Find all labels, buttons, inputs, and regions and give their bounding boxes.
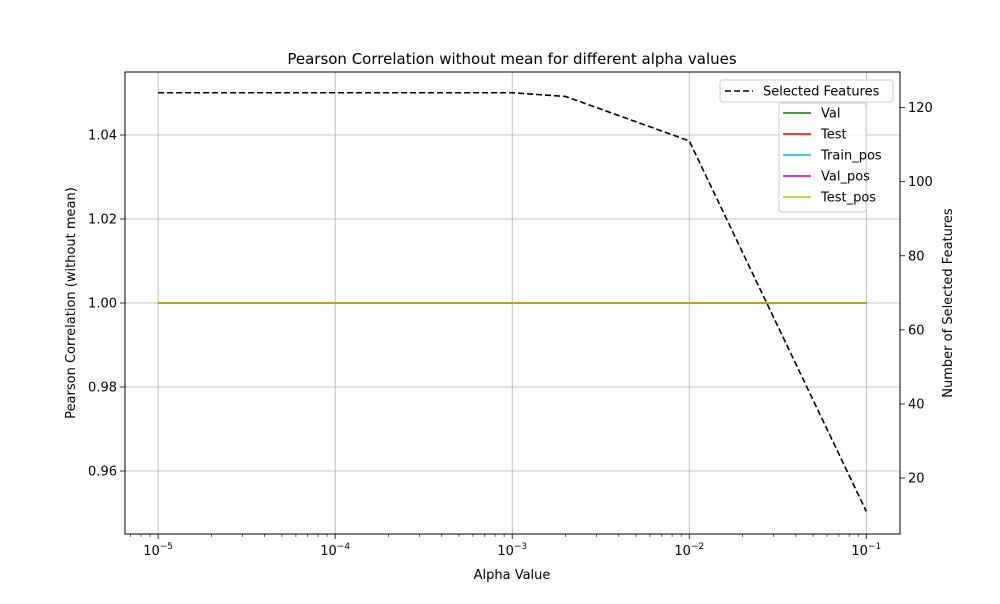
y2-axis-label: Number of Selected Features [941,208,956,398]
y-tick-label: 1.00 [88,297,117,312]
y2-tick-label: 40 [908,397,925,412]
y-tick-label: 0.96 [88,465,117,480]
x-tick-label: 10−1 [851,542,881,559]
y-axis-label: Pearson Correlation (without mean) [64,187,79,419]
x-tick-label: 10−2 [674,542,704,559]
series-lines [158,91,868,512]
x-tick-label: 10−3 [497,542,527,559]
legend-label-train-pos: Train_pos [820,149,882,164]
y2-tick-label: 80 [908,249,925,264]
y-axis-ticks: 0.96 0.98 1.00 1.02 1.04 [88,129,125,480]
legend-label-test: Test [820,128,847,143]
y-tick-label: 1.02 [88,213,117,228]
x-tick-label: 10−5 [143,542,173,559]
legend-box-secondary [778,102,867,213]
legend-label-selected-features: Selected Features [763,85,880,100]
legend: Selected Features Val Test Train_pos Val_pos… [719,79,894,213]
y-tick-label: 0.98 [88,381,117,396]
legend-box-primary [719,79,894,103]
y2-tick-label: 20 [908,472,925,487]
y2-tick-label: 60 [908,323,925,338]
legend-label-test-pos: Test_pos [820,191,876,206]
x-tick-label: 10−4 [320,542,350,559]
legend-label-val: Val [821,107,840,122]
x-axis-label: Alpha Value [474,568,551,583]
y-tick-label: 1.04 [88,129,117,144]
legend-label-val-pos: Val_pos [821,170,870,185]
y2-axis-ticks: 20 40 60 80 100 120 [900,101,933,487]
y2-tick-label: 120 [908,101,933,116]
chart-title: Pearson Correlation without mean for dif… [287,50,736,68]
y2-tick-label: 100 [908,175,933,190]
x-axis-ticks: 10−5 10−4 10−3 10−2 10−1 [130,534,881,559]
series-line-selected-features [158,91,868,512]
